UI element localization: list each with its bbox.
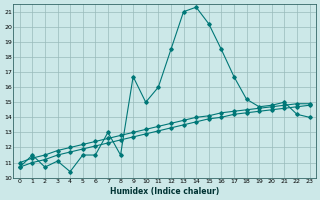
X-axis label: Humidex (Indice chaleur): Humidex (Indice chaleur) bbox=[110, 187, 219, 196]
